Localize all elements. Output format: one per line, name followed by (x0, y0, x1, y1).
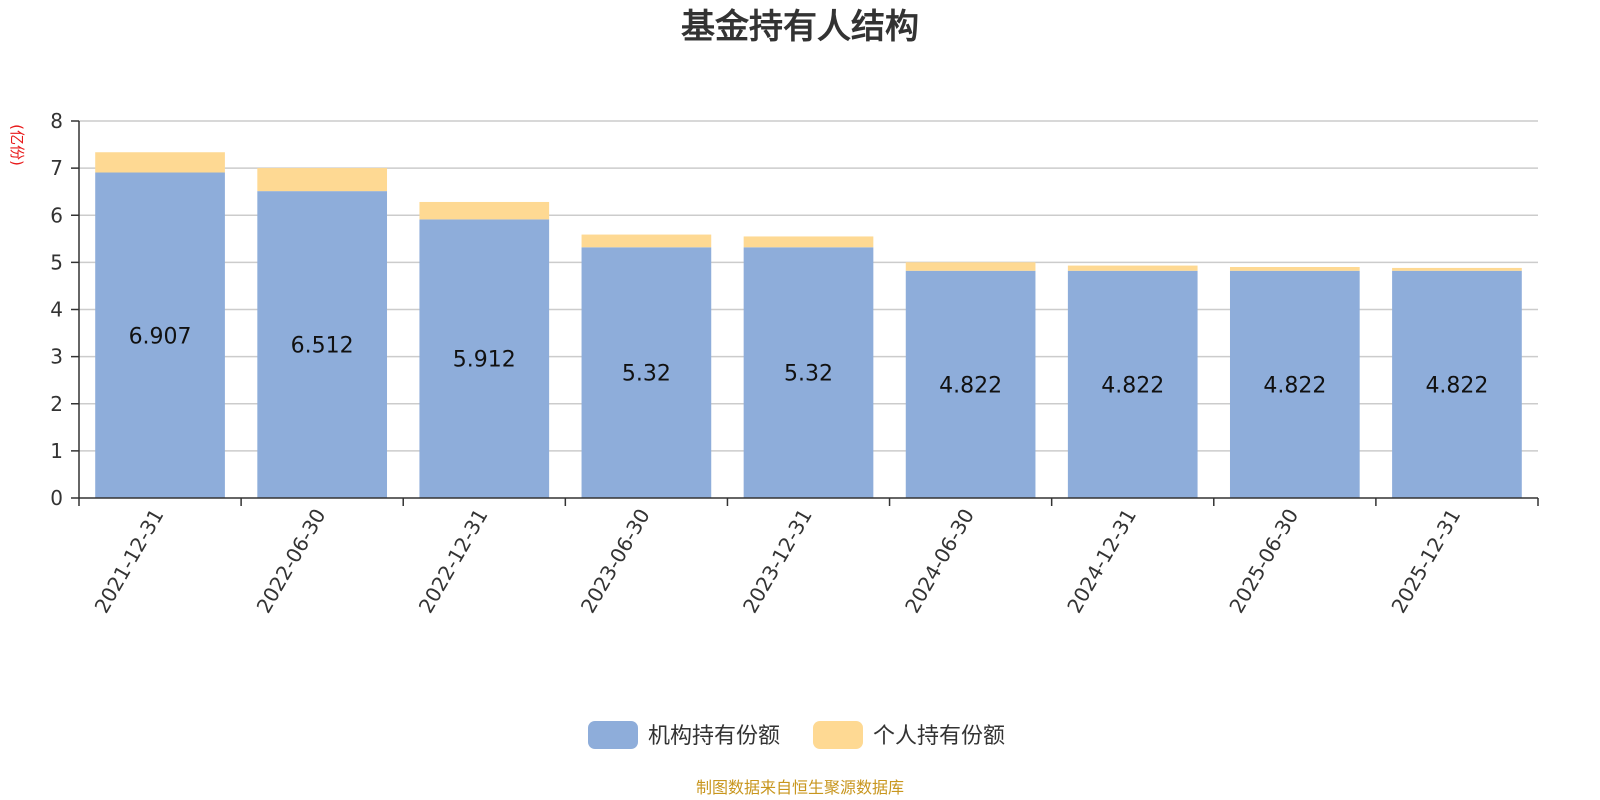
data-label: 6.512 (291, 334, 354, 359)
bar-institutional (257, 191, 388, 498)
bar-institutional (743, 247, 874, 498)
y-tick-label: 4 (50, 298, 63, 322)
y-tick-label: 0 (50, 486, 63, 510)
y-tick-label: 3 (50, 345, 63, 369)
data-label: 4.822 (1425, 373, 1488, 398)
y-axis-unit: (亿份) (8, 124, 26, 166)
x-tick-label: 2024-12-31 (1062, 505, 1141, 618)
data-label: 4.822 (939, 373, 1002, 398)
x-tick-label: 2023-06-30 (576, 505, 655, 618)
bar-institutional (905, 270, 1036, 498)
bar-institutional (1392, 270, 1522, 498)
bar-institutional (95, 172, 225, 498)
bar-individual (1067, 265, 1198, 271)
x-tick-label: 2022-06-30 (252, 505, 331, 618)
bar-institutional (581, 247, 712, 498)
bar-institutional (1067, 270, 1198, 498)
x-tick-label: 2025-06-30 (1224, 505, 1303, 618)
x-tick-label: 2025-12-31 (1386, 505, 1465, 618)
x-tick-label: 2023-12-31 (738, 505, 817, 618)
y-tick-label: 7 (50, 156, 63, 180)
bar-individual (257, 168, 388, 192)
bar-individual (95, 152, 225, 173)
bar-individual (581, 234, 712, 248)
value-labels: 6.907 6.512 5.912 5.32 5.32 4.822 4.822 4.822 4.… (129, 324, 1489, 398)
x-tick-label: 2021-12-31 (89, 505, 168, 618)
y-tick-label: 2 (50, 392, 63, 416)
bar-individual (743, 236, 874, 248)
data-label: 5.32 (622, 362, 671, 387)
legend-swatch (588, 721, 638, 749)
legend: 机构持有份额 个人持有份额 (588, 721, 1005, 749)
bar-individual (1392, 267, 1522, 271)
data-label: 5.912 (453, 348, 516, 373)
y-tick-label: 6 (50, 203, 63, 227)
data-source-note: 制图数据来自恒生聚源数据库 (696, 778, 904, 797)
legend-swatch (813, 721, 863, 749)
bars (95, 152, 1522, 498)
bar-individual (1229, 266, 1360, 271)
bar-institutional (1229, 270, 1360, 498)
data-label: 6.907 (129, 324, 192, 349)
data-label: 5.32 (784, 362, 833, 387)
y-tick-label: 5 (50, 250, 63, 274)
x-tick-label: 2022-12-31 (414, 505, 493, 618)
y-tick-label: 1 (50, 439, 63, 463)
legend-label: 机构持有份额 (648, 724, 780, 749)
legend-label: 个人持有份额 (873, 724, 1005, 749)
y-tick-label: 8 (50, 109, 63, 133)
bar-institutional (419, 219, 550, 498)
x-tick-label: 2024-06-30 (900, 505, 979, 618)
bar-individual (419, 201, 550, 220)
bar-individual (905, 262, 1036, 271)
chart-title: 基金持有人结构 (681, 7, 919, 47)
data-label: 4.822 (1101, 373, 1164, 398)
data-label: 4.822 (1263, 373, 1326, 398)
